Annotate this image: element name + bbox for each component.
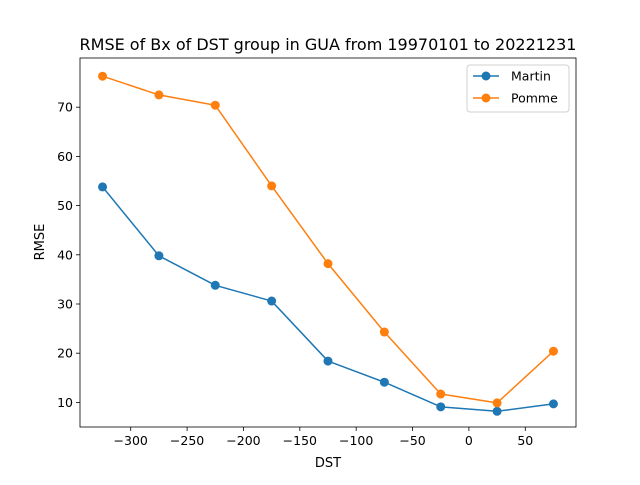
data-point-martin-6 <box>436 402 446 412</box>
legend-label-pomme: Pomme <box>511 91 558 106</box>
axes-frame <box>79 57 577 428</box>
data-point-martin-3 <box>267 296 277 306</box>
y-tick-label: 50 <box>57 198 73 213</box>
legend-marker-martin <box>481 71 491 81</box>
data-point-pomme-6 <box>436 389 446 399</box>
y-tick-label: 10 <box>57 395 73 410</box>
data-point-martin-5 <box>379 377 389 387</box>
data-point-martin-7 <box>492 406 502 416</box>
y-axis-label: RMSE <box>33 224 48 261</box>
x-tick-label: 50 <box>517 433 533 448</box>
data-point-martin-2 <box>210 280 220 290</box>
x-tick-label: −300 <box>114 433 148 448</box>
x-tick-label: −250 <box>170 433 204 448</box>
x-tick-label: −50 <box>399 433 425 448</box>
data-point-pomme-3 <box>267 181 277 191</box>
y-tick-label: 40 <box>57 247 73 262</box>
data-point-pomme-4 <box>323 259 333 269</box>
x-tick-label: −100 <box>339 433 373 448</box>
x-axis-label: DST <box>315 456 341 471</box>
x-tick-label: −200 <box>226 433 260 448</box>
plot-area: −300 −250 −200 −150 −100 −50 0 50 10 20 30 40 50 60 70 <box>57 57 577 448</box>
y-tick-label: 20 <box>57 346 73 361</box>
data-point-martin-0 <box>98 182 108 192</box>
data-point-pomme-8 <box>548 346 558 356</box>
x-tick-label: 0 <box>465 433 473 448</box>
y-tick-label: 60 <box>57 149 73 164</box>
y-tick-label: 30 <box>57 297 73 312</box>
data-point-martin-4 <box>323 356 333 366</box>
legend-marker-pomme <box>481 93 491 103</box>
legend-label-martin: Martin <box>511 69 551 84</box>
y-tick-label: 70 <box>57 100 73 115</box>
data-point-pomme-1 <box>154 90 164 100</box>
legend: Martin Pomme <box>466 64 570 113</box>
data-point-pomme-5 <box>379 327 389 337</box>
data-point-martin-8 <box>548 399 558 409</box>
data-point-pomme-2 <box>210 100 220 110</box>
data-point-pomme-0 <box>98 71 108 81</box>
x-tick-label: −150 <box>283 433 317 448</box>
data-point-pomme-7 <box>492 398 502 408</box>
chart-title: RMSE of Bx of DST group in GUA from 1997… <box>80 35 577 54</box>
data-point-martin-1 <box>154 251 164 261</box>
